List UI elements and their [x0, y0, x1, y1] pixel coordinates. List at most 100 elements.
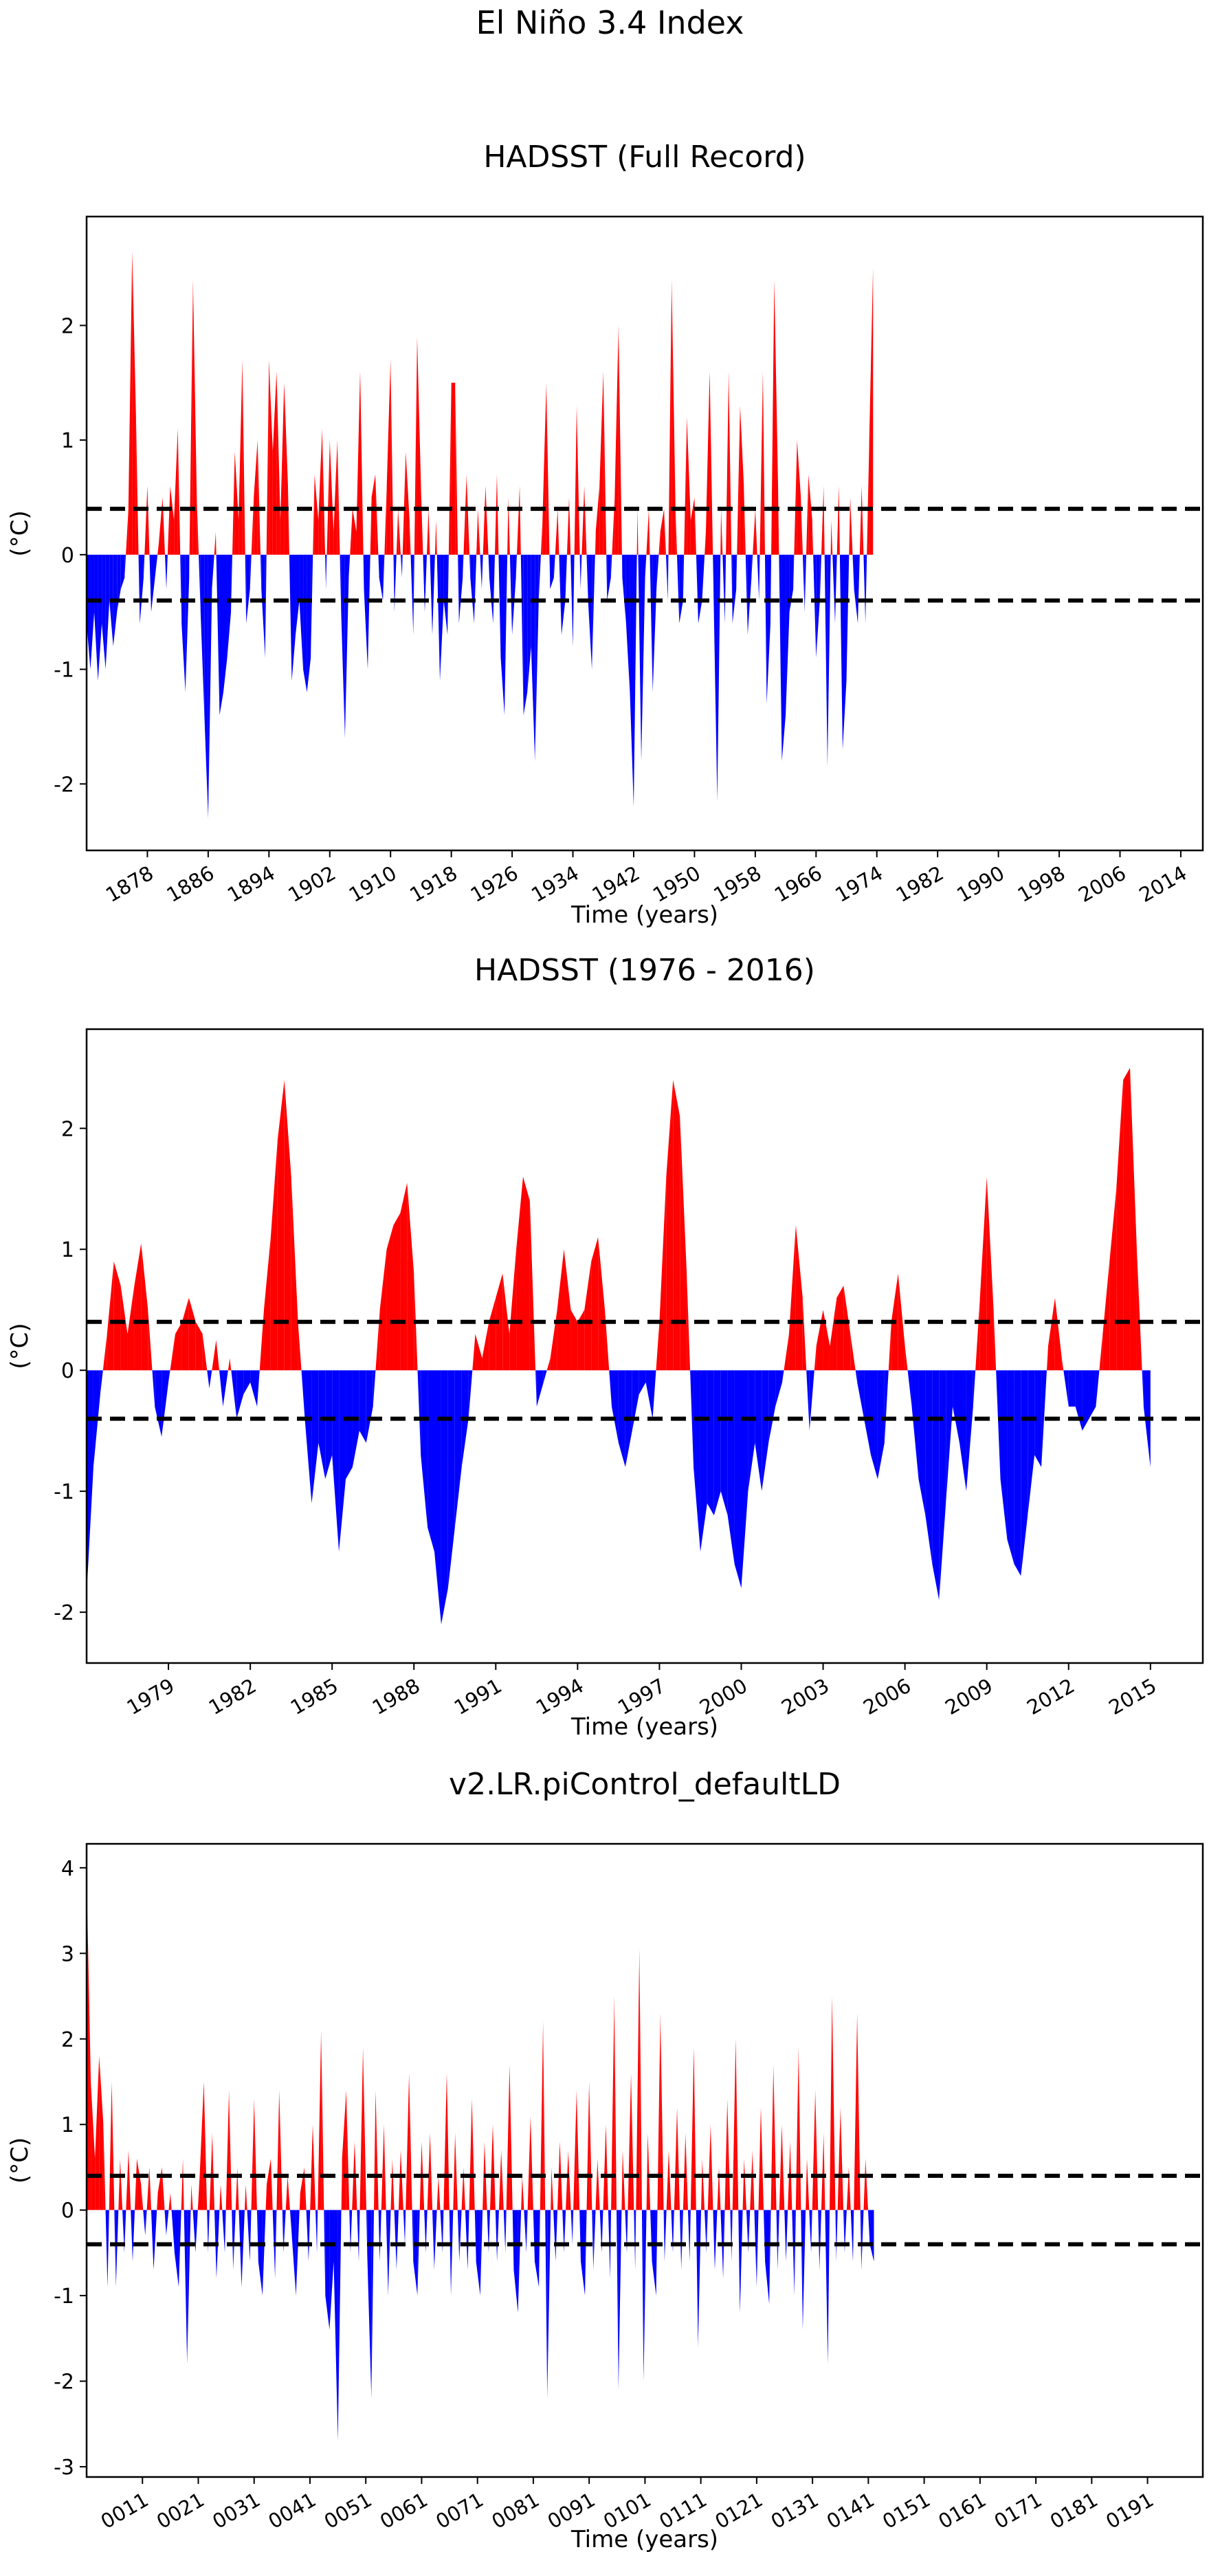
- x-axis-label: Time (years): [570, 1713, 718, 1741]
- positive-anomaly-area: [603, 2124, 606, 2210]
- positive-anomaly-area: [821, 485, 824, 555]
- positive-anomaly-area: [566, 497, 570, 555]
- positive-anomaly-area: [726, 371, 729, 555]
- positive-anomaly-area: [183, 2159, 184, 2210]
- positive-anomaly-area: [322, 428, 326, 555]
- positive-anomaly-area: [979, 1176, 987, 1371]
- positive-anomaly-area: [1123, 1068, 1131, 1371]
- negative-anomaly-area: [291, 2210, 296, 2296]
- negative-anomaly-area: [333, 2210, 338, 2441]
- negative-anomaly-area: [625, 2210, 628, 2253]
- x-tick-label: 0071: [432, 2488, 487, 2533]
- negative-anomaly-area: [349, 2210, 351, 2253]
- x-tick-label: 1985: [287, 1674, 342, 1719]
- positive-anomaly-area: [225, 2090, 230, 2210]
- negative-anomaly-area: [1014, 1370, 1021, 1576]
- negative-anomaly-area: [262, 2210, 266, 2296]
- negative-anomaly-area: [476, 2210, 480, 2296]
- negative-anomaly-area: [140, 554, 144, 624]
- negative-anomaly-area: [179, 2210, 181, 2287]
- positive-anomaly-area: [668, 2150, 672, 2210]
- negative-anomaly-area: [306, 2210, 309, 2262]
- negative-anomaly-area: [966, 1370, 973, 1492]
- positive-anomaly-area: [414, 1273, 418, 1371]
- positive-anomaly-area: [170, 2192, 172, 2210]
- positive-anomaly-area: [701, 2159, 702, 2210]
- positive-anomaly-area: [501, 2150, 504, 2210]
- positive-anomaly-area: [304, 2167, 307, 2210]
- positive-anomaly-area: [109, 2081, 112, 2210]
- negative-anomaly-area: [394, 2210, 397, 2270]
- negative-anomaly-area: [702, 554, 705, 601]
- positive-anomaly-area: [228, 1358, 230, 1371]
- negative-anomaly-area: [324, 2210, 326, 2296]
- positive-anomaly-area: [784, 1334, 789, 1371]
- negative-anomaly-area: [741, 1370, 748, 1588]
- positive-anomaly-area: [557, 509, 559, 555]
- positive-anomaly-area: [707, 2124, 711, 2210]
- negative-anomaly-area: [209, 1370, 212, 1389]
- negative-anomaly-area: [573, 554, 575, 647]
- negative-anomaly-area: [162, 1370, 169, 1437]
- negative-anomaly-area: [738, 2210, 740, 2313]
- negative-anomaly-area: [212, 554, 214, 589]
- negative-anomaly-area: [673, 2210, 674, 2253]
- negative-anomaly-area: [480, 554, 482, 589]
- negative-anomaly-area: [768, 1370, 776, 1443]
- positive-anomaly-area: [128, 2150, 131, 2210]
- x-tick-label: 2009: [941, 1674, 997, 1719]
- negative-anomaly-area: [503, 2210, 506, 2253]
- negative-anomaly-area: [216, 2210, 220, 2279]
- positive-anomaly-area: [421, 485, 423, 555]
- negative-anomaly-area: [959, 1370, 966, 1492]
- negative-anomaly-area: [681, 2210, 683, 2270]
- negative-anomaly-area: [340, 554, 342, 613]
- negative-anomaly-area: [592, 554, 595, 670]
- positive-anomaly-area: [313, 474, 315, 555]
- positive-anomaly-area: [134, 1243, 142, 1371]
- negative-anomaly-area: [727, 1370, 735, 1564]
- negative-anomaly-area: [565, 554, 567, 601]
- positive-anomaly-area: [778, 485, 779, 555]
- positive-anomaly-area: [190, 2184, 192, 2210]
- positive-anomaly-area: [266, 360, 269, 555]
- x-tick-label: 2003: [777, 1674, 833, 1719]
- negative-anomaly-area: [811, 2210, 812, 2253]
- positive-anomaly-area: [781, 2124, 785, 2210]
- x-tick-label: 1998: [1014, 861, 1069, 907]
- negative-anomaly-area: [824, 554, 828, 767]
- positive-anomaly-area: [709, 371, 713, 555]
- negative-anomaly-area: [850, 2210, 854, 2262]
- negative-anomaly-area: [117, 554, 121, 613]
- y-tick-label: 1: [61, 429, 74, 453]
- positive-anomaly-area: [400, 2150, 403, 2210]
- negative-anomaly-area: [207, 1370, 210, 1389]
- negative-anomaly-area: [1034, 1370, 1042, 1467]
- negative-anomaly-area: [766, 554, 770, 704]
- negative-anomaly-area: [1068, 1370, 1076, 1407]
- positive-anomaly-area: [188, 1297, 196, 1371]
- negative-anomaly-area: [195, 2210, 198, 2253]
- x-axis-label: Time (years): [570, 901, 718, 929]
- positive-anomaly-area: [566, 2150, 568, 2210]
- negative-anomaly-area: [786, 2210, 788, 2262]
- positive-anomaly-area: [300, 2167, 304, 2210]
- positive-anomaly-area: [476, 509, 478, 555]
- negative-anomaly-area: [706, 2210, 708, 2253]
- negative-anomaly-area: [632, 1370, 639, 1431]
- negative-anomaly-area: [607, 554, 611, 601]
- positive-anomaly-area: [346, 2090, 350, 2210]
- negative-anomaly-area: [120, 554, 125, 589]
- negative-anomaly-area: [650, 554, 653, 692]
- positive-anomaly-area: [375, 2090, 379, 2210]
- positive-anomaly-area: [1047, 1297, 1055, 1371]
- negative-anomaly-area: [149, 554, 151, 613]
- positive-anomaly-area: [472, 1334, 476, 1371]
- positive-anomaly-area: [710, 2124, 713, 2210]
- y-tick-label: 0: [61, 1359, 74, 1383]
- x-tick-label: 0011: [97, 2488, 153, 2533]
- negative-anomaly-area: [839, 554, 843, 750]
- positive-anomaly-area: [428, 509, 430, 555]
- positive-anomaly-area: [195, 1321, 203, 1371]
